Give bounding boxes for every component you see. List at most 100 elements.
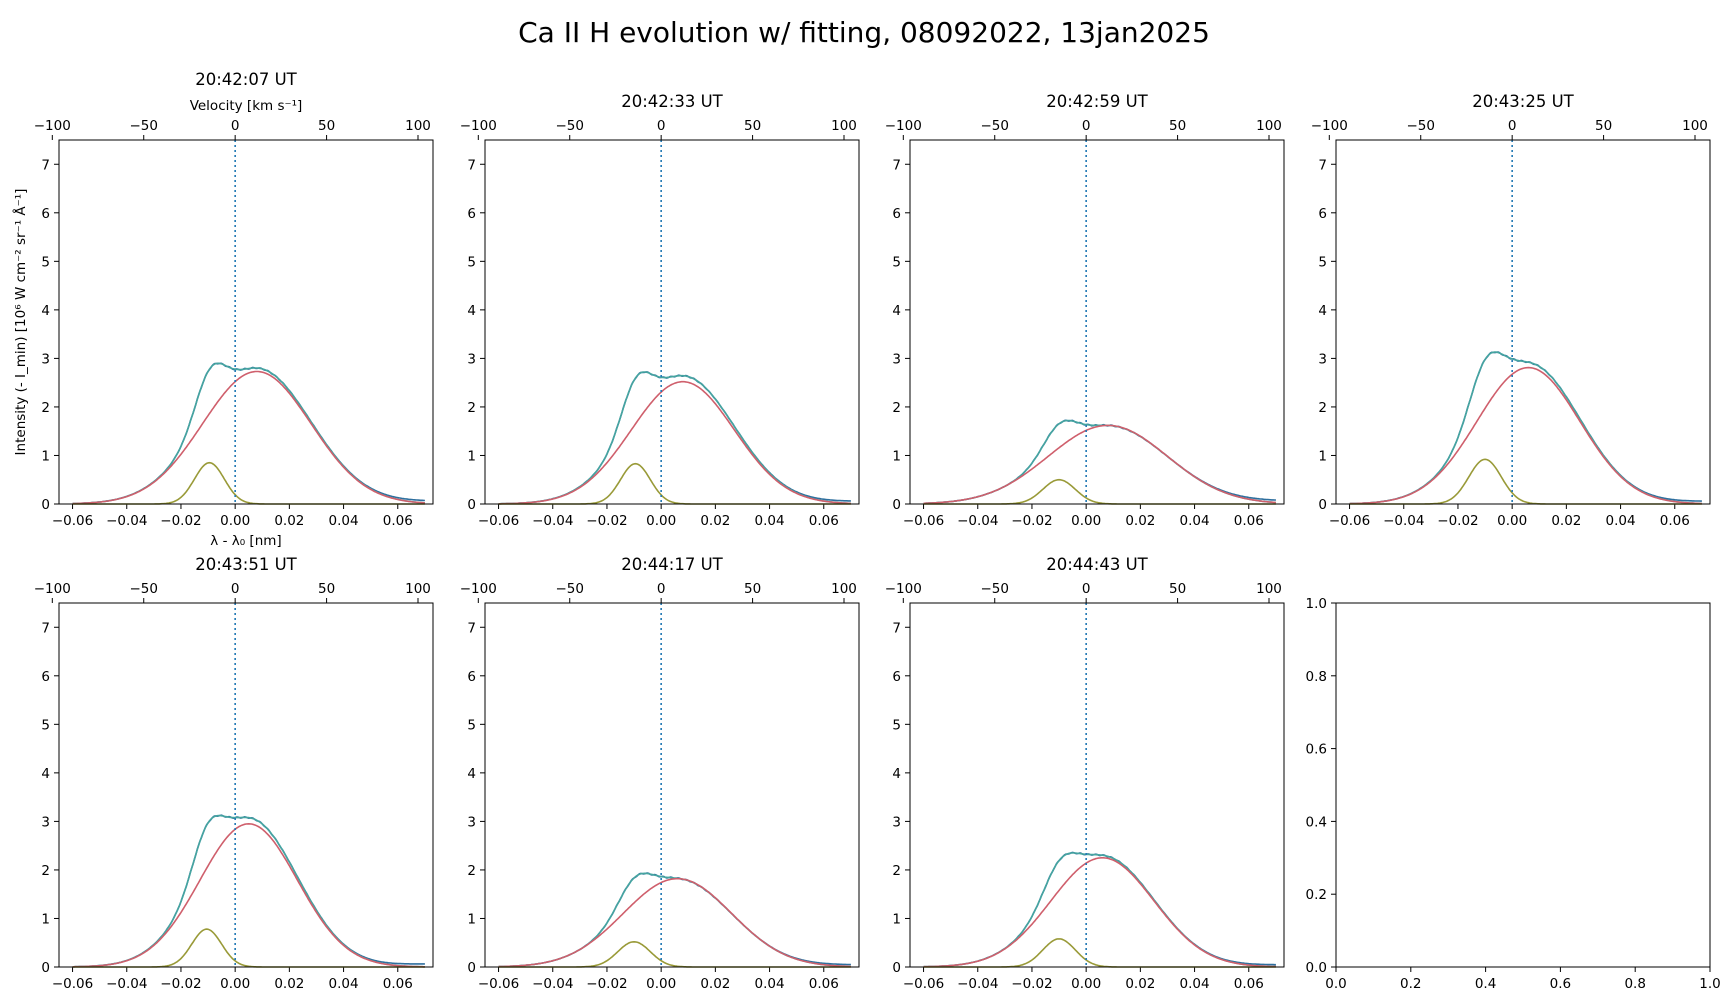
y-tick-label: 1 [467, 448, 476, 464]
subplot-title: 20:42:07 UT [195, 70, 297, 89]
x-tick-label: 0.02 [274, 513, 304, 529]
x-tick-label: −0.02 [1011, 513, 1052, 529]
top-tick-label: −50 [1406, 118, 1435, 134]
x-tick-label: 0.00 [646, 976, 676, 992]
top-tick-label: 100 [1256, 118, 1282, 134]
x-tick-label: −0.04 [532, 513, 573, 529]
y-tick-label: 2 [467, 863, 476, 879]
x-tick-label: 0.00 [1497, 513, 1527, 529]
x-tick-label: −0.02 [586, 513, 627, 529]
x-tick-label: 0.00 [220, 976, 250, 992]
y-tick-label: 3 [41, 351, 50, 367]
x-tick-label: 0.06 [1234, 976, 1264, 992]
y-axis-label: Intensity (- I_min) [10⁶ W cm⁻² sr⁻¹ Å⁻¹… [12, 189, 29, 456]
top-tick-label: 100 [1682, 118, 1708, 134]
y-tick-label: 5 [892, 717, 901, 733]
x-tick-label: 0.06 [383, 513, 413, 529]
y-tick-label: 3 [892, 814, 901, 830]
y-tick-label: 5 [1318, 254, 1327, 270]
y-tick-label: 5 [467, 717, 476, 733]
y-tick-label: 0 [892, 960, 901, 976]
y-tick-label: 2 [41, 400, 50, 416]
x-tick-label: −0.06 [52, 976, 93, 992]
subplot-3: −0.06 −0.04 −0.02 0.00 0.02 0.04 0.06 0 1 2 3 4 5 6 7 −… [885, 92, 1285, 529]
axes-frame [58, 602, 434, 968]
y-tick-label: 0.6 [1306, 742, 1327, 758]
y-tick-label: 2 [892, 863, 901, 879]
y-tick-label: 6 [467, 669, 476, 685]
top-tick-label: −100 [460, 118, 497, 134]
y-tick-label: 5 [41, 717, 50, 733]
subplot-6: −0.06 −0.04 −0.02 0.00 0.02 0.04 0.06 0 1 2 3 4 5 6 7 −… [460, 555, 860, 992]
x-tick-label: −0.06 [1329, 513, 1370, 529]
x-tick-label: 0.06 [809, 976, 839, 992]
component-1-line [498, 877, 851, 968]
x-tick-label: 0.02 [700, 513, 730, 529]
top-tick-label: 100 [405, 581, 431, 597]
component-1-line [72, 822, 425, 968]
x-tick-label: 0.06 [383, 976, 413, 992]
x-tick-label: 0.02 [1125, 976, 1155, 992]
y-tick-label: 4 [467, 303, 476, 319]
top-tick-label: −50 [555, 118, 584, 134]
top-tick-label: −100 [885, 118, 922, 134]
x-tick-label: 0.8 [1624, 976, 1645, 992]
x-tick-label: 0.02 [700, 976, 730, 992]
x-tick-label: 0.00 [1071, 513, 1101, 529]
x-tick-label: −0.04 [532, 976, 573, 992]
y-tick-label: 7 [41, 620, 50, 636]
y-tick-label: 6 [892, 206, 901, 222]
y-tick-label: 7 [41, 157, 50, 173]
top-tick-label: 0 [657, 118, 666, 134]
y-tick-label: 0 [467, 497, 476, 513]
x-tick-label: 0.02 [274, 976, 304, 992]
x-tick-label: −0.04 [106, 976, 147, 992]
y-tick-label: 1 [41, 448, 50, 464]
top-tick-label: −100 [1311, 118, 1348, 134]
x-tick-label: 0.04 [1180, 976, 1210, 992]
x-tick-label: −0.02 [1437, 513, 1478, 529]
x-tick-label: −0.06 [478, 976, 519, 992]
axes-frame [484, 139, 860, 505]
y-tick-label: 4 [892, 766, 901, 782]
axes-frame [484, 602, 860, 968]
axes-frame [1335, 602, 1711, 968]
component-1-line [923, 424, 1276, 505]
y-tick-label: 1 [41, 911, 50, 927]
top-tick-label: 100 [831, 118, 857, 134]
top-tick-label: −100 [34, 118, 71, 134]
y-tick-label: 7 [892, 620, 901, 636]
y-tick-label: 0.4 [1306, 814, 1327, 830]
x-tick-label: −0.06 [903, 976, 944, 992]
top-tick-label: 50 [744, 581, 761, 597]
y-tick-label: 4 [41, 303, 50, 319]
x-tick-label: 0.06 [1660, 513, 1690, 529]
y-tick-label: 2 [41, 863, 50, 879]
y-tick-label: 4 [41, 766, 50, 782]
top-tick-label: 0 [1082, 581, 1091, 597]
x-tick-label: 0.02 [1125, 513, 1155, 529]
x-tick-label: 0.4 [1475, 976, 1496, 992]
y-tick-label: 0 [892, 497, 901, 513]
top-tick-label: 100 [1256, 581, 1282, 597]
x-tick-label: 0.04 [329, 513, 359, 529]
y-tick-label: 6 [892, 669, 901, 685]
y-tick-label: 4 [467, 766, 476, 782]
y-tick-label: 1.0 [1306, 596, 1327, 612]
top-axis-label: Velocity [km s⁻¹] [190, 98, 303, 114]
top-tick-label: 0 [1508, 118, 1517, 134]
y-tick-label: 5 [892, 254, 901, 270]
x-tick-label: 0.04 [1606, 513, 1636, 529]
y-tick-label: 3 [1318, 351, 1327, 367]
x-tick-label: 0.06 [809, 513, 839, 529]
x-tick-label: 0.04 [329, 976, 359, 992]
top-tick-label: 0 [231, 581, 240, 597]
component-1-line [1349, 366, 1702, 505]
component-1-line [72, 370, 425, 505]
subplot-4: −0.06 −0.04 −0.02 0.00 0.02 0.04 0.06 0 1 2 3 4 5 6 7 −… [1311, 92, 1711, 529]
x-tick-label: 0.0 [1325, 976, 1346, 992]
x-tick-label: −0.02 [160, 513, 201, 529]
y-tick-label: 2 [1318, 400, 1327, 416]
top-tick-label: 100 [831, 581, 857, 597]
